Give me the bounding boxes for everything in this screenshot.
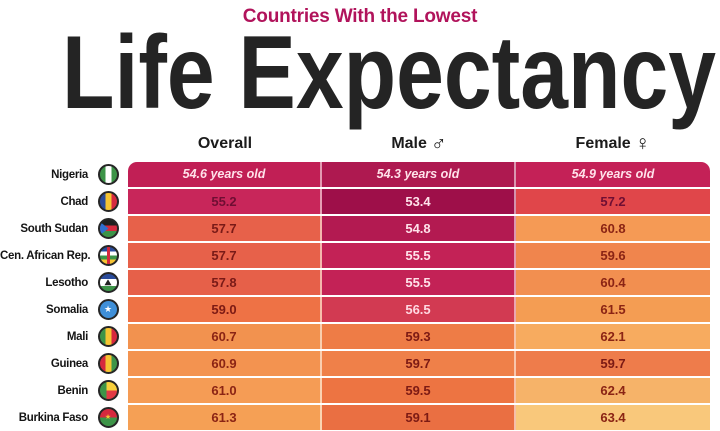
row-cells: 61.3 59.1 63.4 xyxy=(128,405,710,430)
value-cell: 59.5 xyxy=(322,378,516,403)
row-cells: 60.7 59.3 62.1 xyxy=(128,324,710,349)
value-cell: 53.4 xyxy=(322,189,516,214)
car-flag-icon xyxy=(97,245,119,266)
country-label: Cen. African Rep. xyxy=(0,249,91,262)
row-cells: 57.7 54.8 60.8 xyxy=(128,216,710,241)
row-cells: 59.0 56.5 61.5 xyxy=(128,297,710,322)
value-cell: 61.0 xyxy=(128,378,322,403)
flag-wrap xyxy=(88,299,128,320)
mali-flag-icon xyxy=(97,326,119,347)
value-cell: 59.7 xyxy=(516,351,710,376)
flag-wrap xyxy=(88,326,128,347)
country-label: Nigeria xyxy=(51,168,88,181)
table-row: Cen. African Rep. 57.7 55.5 59.6 xyxy=(0,243,720,268)
value-cell: 57.7 xyxy=(128,243,322,268)
somalia-flag-icon xyxy=(97,299,119,320)
main-title: Life Expectancy xyxy=(62,26,716,131)
country-label: Guinea xyxy=(50,357,88,370)
column-header-female: Female ♀ xyxy=(516,131,710,157)
table-row: Mali 60.7 59.3 62.1 xyxy=(0,324,720,349)
table-row: Burkina Faso 61.359.163.4 xyxy=(0,405,720,430)
lesotho-flag-icon xyxy=(97,272,119,293)
country-label: Chad xyxy=(60,195,88,208)
table-row: Guinea 60.9 59.7 59.7 xyxy=(0,351,720,376)
south-sudan-flag-icon xyxy=(97,218,119,239)
table-row: Chad 55.2 53.4 57.2 xyxy=(0,189,720,214)
value-cell: 57.8 xyxy=(128,270,322,295)
value-cell: 55.2 xyxy=(128,189,322,214)
value-cell: 59.6 xyxy=(516,243,710,268)
value-cell: 55.5 xyxy=(322,270,516,295)
burkina-flag-icon xyxy=(97,407,119,428)
column-header-male-label: Male xyxy=(391,135,427,152)
row-cells: 55.2 53.4 57.2 xyxy=(128,189,710,214)
value-cell: 56.5 xyxy=(322,297,516,322)
table-row: Nigeria 54.6 years old 54.3 years old 54.9 … xyxy=(0,162,720,187)
value-cell: 61.3 xyxy=(128,405,322,430)
life-expectancy-table: Nigeria 54.6 years old 54.3 years old 54.9 … xyxy=(0,162,720,431)
value-cell: 62.4 xyxy=(516,378,710,403)
country-label: Mali xyxy=(66,330,88,343)
value-cell: 59.7 xyxy=(322,351,516,376)
column-header-overall: Overall xyxy=(128,131,322,157)
benin-flag-icon xyxy=(97,380,119,401)
country-label: Burkina Faso xyxy=(18,411,89,424)
nigeria-flag-icon xyxy=(97,164,119,185)
row-cells: 57.8 55.5 60.4 xyxy=(128,270,710,295)
value-cell: 60.4 xyxy=(516,270,710,295)
row-cells: 60.9 59.7 59.7 xyxy=(128,351,710,376)
value-cell: 62.1 xyxy=(516,324,710,349)
value-cell: 61.5 xyxy=(516,297,710,322)
female-icon: ♀ xyxy=(634,131,651,155)
row-cells: 57.7 55.5 59.6 xyxy=(128,243,710,268)
column-header-overall-label: Overall xyxy=(197,135,253,152)
value-cell: 59.0 xyxy=(128,297,322,322)
table-row: Benin 61.0 59.5 62.4 xyxy=(0,378,720,403)
male-icon: ♂ xyxy=(430,131,447,155)
value-cell: 54.6 years old xyxy=(128,162,322,187)
value-cell: 59.1 xyxy=(322,405,516,430)
table-row: Somalia 59.056.561.5 xyxy=(0,297,720,322)
value-cell: 60.8 xyxy=(516,216,710,241)
flag-wrap xyxy=(88,272,128,293)
table-row: South Sudan 57.7 54.8 60.8 xyxy=(0,216,720,241)
value-cell: 54.3 years old xyxy=(322,162,516,187)
row-cells: 61.0 59.5 62.4 xyxy=(128,378,710,403)
value-cell: 57.2 xyxy=(516,189,710,214)
row-cells: 54.6 years old 54.3 years old 54.9 years o… xyxy=(128,162,710,187)
country-label: Lesotho xyxy=(45,276,88,289)
flag-wrap xyxy=(88,407,128,428)
flag-wrap xyxy=(88,353,128,374)
flag-wrap xyxy=(88,191,128,212)
guinea-flag-icon xyxy=(97,353,119,374)
value-cell: 60.9 xyxy=(128,351,322,376)
flag-wrap xyxy=(88,218,128,239)
value-cell: 60.7 xyxy=(128,324,322,349)
column-header-male: Male ♂ xyxy=(322,131,516,157)
column-header-female-label: Female xyxy=(575,135,631,152)
table-row: Lesotho 57.8 55.5 60.4 xyxy=(0,270,720,295)
country-label: South Sudan xyxy=(20,222,88,235)
value-cell: 59.3 xyxy=(322,324,516,349)
country-label: Somalia xyxy=(45,303,88,316)
value-cell: 55.5 xyxy=(322,243,516,268)
value-cell: 54.8 xyxy=(322,216,516,241)
flag-wrap xyxy=(88,245,128,266)
kicker-title: Countries With the Lowest xyxy=(242,6,478,27)
column-headers: Overall Male ♂ Female ♀ xyxy=(128,131,710,157)
flag-wrap xyxy=(88,164,128,185)
value-cell: 57.7 xyxy=(128,216,322,241)
chad-flag-icon xyxy=(97,191,119,212)
country-label: Benin xyxy=(57,384,89,397)
value-cell: 63.4 xyxy=(516,405,710,430)
flag-wrap xyxy=(88,380,128,401)
main-title-text: Life Expectancy xyxy=(62,26,716,131)
value-cell: 54.9 years old xyxy=(516,162,710,187)
